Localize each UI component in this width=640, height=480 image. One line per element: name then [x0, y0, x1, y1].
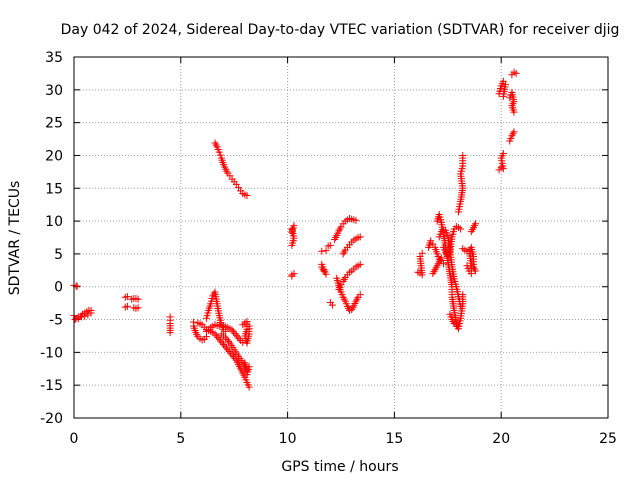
chart-title: Day 042 of 2024, Sidereal Day-to-day VTE… [61, 22, 620, 38]
data-point [214, 333, 222, 341]
data-point [512, 69, 520, 77]
data-point [510, 108, 518, 116]
data-point [123, 302, 131, 310]
data-point [356, 233, 364, 241]
data-point [73, 282, 81, 290]
data-point [499, 149, 507, 157]
data-point [212, 332, 220, 340]
data-point [418, 249, 426, 257]
x-tick-label: 5 [176, 431, 185, 447]
data-point [288, 271, 296, 279]
y-tick-label: -20 [40, 411, 63, 427]
data-point [225, 347, 233, 355]
data-point [215, 335, 223, 343]
data-point [459, 151, 467, 159]
data-point [215, 148, 223, 156]
data-point [81, 312, 89, 320]
data-point [457, 302, 465, 310]
data-point [328, 301, 336, 309]
grid-lines [74, 57, 608, 418]
data-point [243, 371, 251, 379]
data-point [229, 328, 237, 336]
data-point [243, 191, 251, 199]
data-point [228, 351, 236, 359]
data-point [190, 318, 198, 326]
y-axis-ticks: -20 -15 -10 -5 0 5 10 15 20 25 30 35 [40, 50, 608, 427]
y-tick-label: 15 [45, 181, 63, 197]
data-point [472, 220, 480, 228]
data-point [322, 247, 330, 255]
data-point [224, 346, 232, 354]
x-tick-label: 15 [385, 431, 403, 447]
data-point [231, 330, 239, 338]
data-point [222, 344, 230, 352]
data-point [239, 339, 247, 347]
y-tick-label: 25 [45, 116, 63, 132]
y-tick-label: 20 [45, 148, 63, 164]
y-tick-label: 5 [54, 247, 63, 263]
data-point [234, 333, 242, 341]
y-tick-label: -15 [40, 378, 63, 394]
data-point [134, 295, 142, 303]
x-tick-label: 20 [492, 431, 510, 447]
data-point [223, 336, 231, 344]
data-point [245, 322, 253, 330]
data-point [227, 349, 235, 357]
data-point [356, 291, 364, 299]
data-point [134, 304, 142, 312]
data-point [318, 263, 326, 271]
data-point [472, 267, 480, 275]
data-point [123, 293, 131, 301]
data-point [235, 335, 243, 343]
y-tick-label: 0 [54, 280, 63, 296]
x-tick-label: 25 [599, 431, 617, 447]
y-tick-label: 35 [45, 50, 63, 66]
data-point [222, 334, 230, 342]
data-point [326, 241, 334, 249]
y-tick-label: -10 [40, 345, 63, 361]
data-point [166, 329, 174, 337]
data-point [221, 342, 229, 350]
data-point [245, 383, 253, 391]
data-point [218, 339, 226, 347]
y-axis-label: SDTVAR / TECUs [7, 181, 23, 296]
y-tick-label: -5 [49, 313, 63, 329]
data-point [437, 254, 445, 262]
data-point [77, 313, 85, 321]
data-point [232, 331, 240, 339]
data-point [71, 316, 79, 324]
data-point [318, 247, 326, 255]
data-point [454, 322, 462, 330]
data-point [211, 330, 219, 338]
plot-frame [73, 56, 609, 419]
data-point [499, 92, 507, 100]
data-point [457, 225, 465, 233]
data-point [87, 309, 95, 317]
data-point [352, 216, 360, 224]
x-tick-label: 0 [70, 431, 79, 447]
data-point [225, 337, 233, 345]
data-point [217, 337, 225, 345]
data-point [216, 151, 224, 159]
data-points [70, 68, 520, 391]
data-point [288, 228, 296, 236]
x-tick-label: 10 [279, 431, 297, 447]
y-tick-label: 10 [45, 214, 63, 230]
y-tick-label: 30 [45, 83, 63, 99]
data-point [220, 340, 228, 348]
data-point [356, 260, 364, 268]
data-point [510, 128, 518, 136]
data-point [228, 326, 236, 334]
x-axis-label: GPS time / hours [281, 459, 398, 475]
